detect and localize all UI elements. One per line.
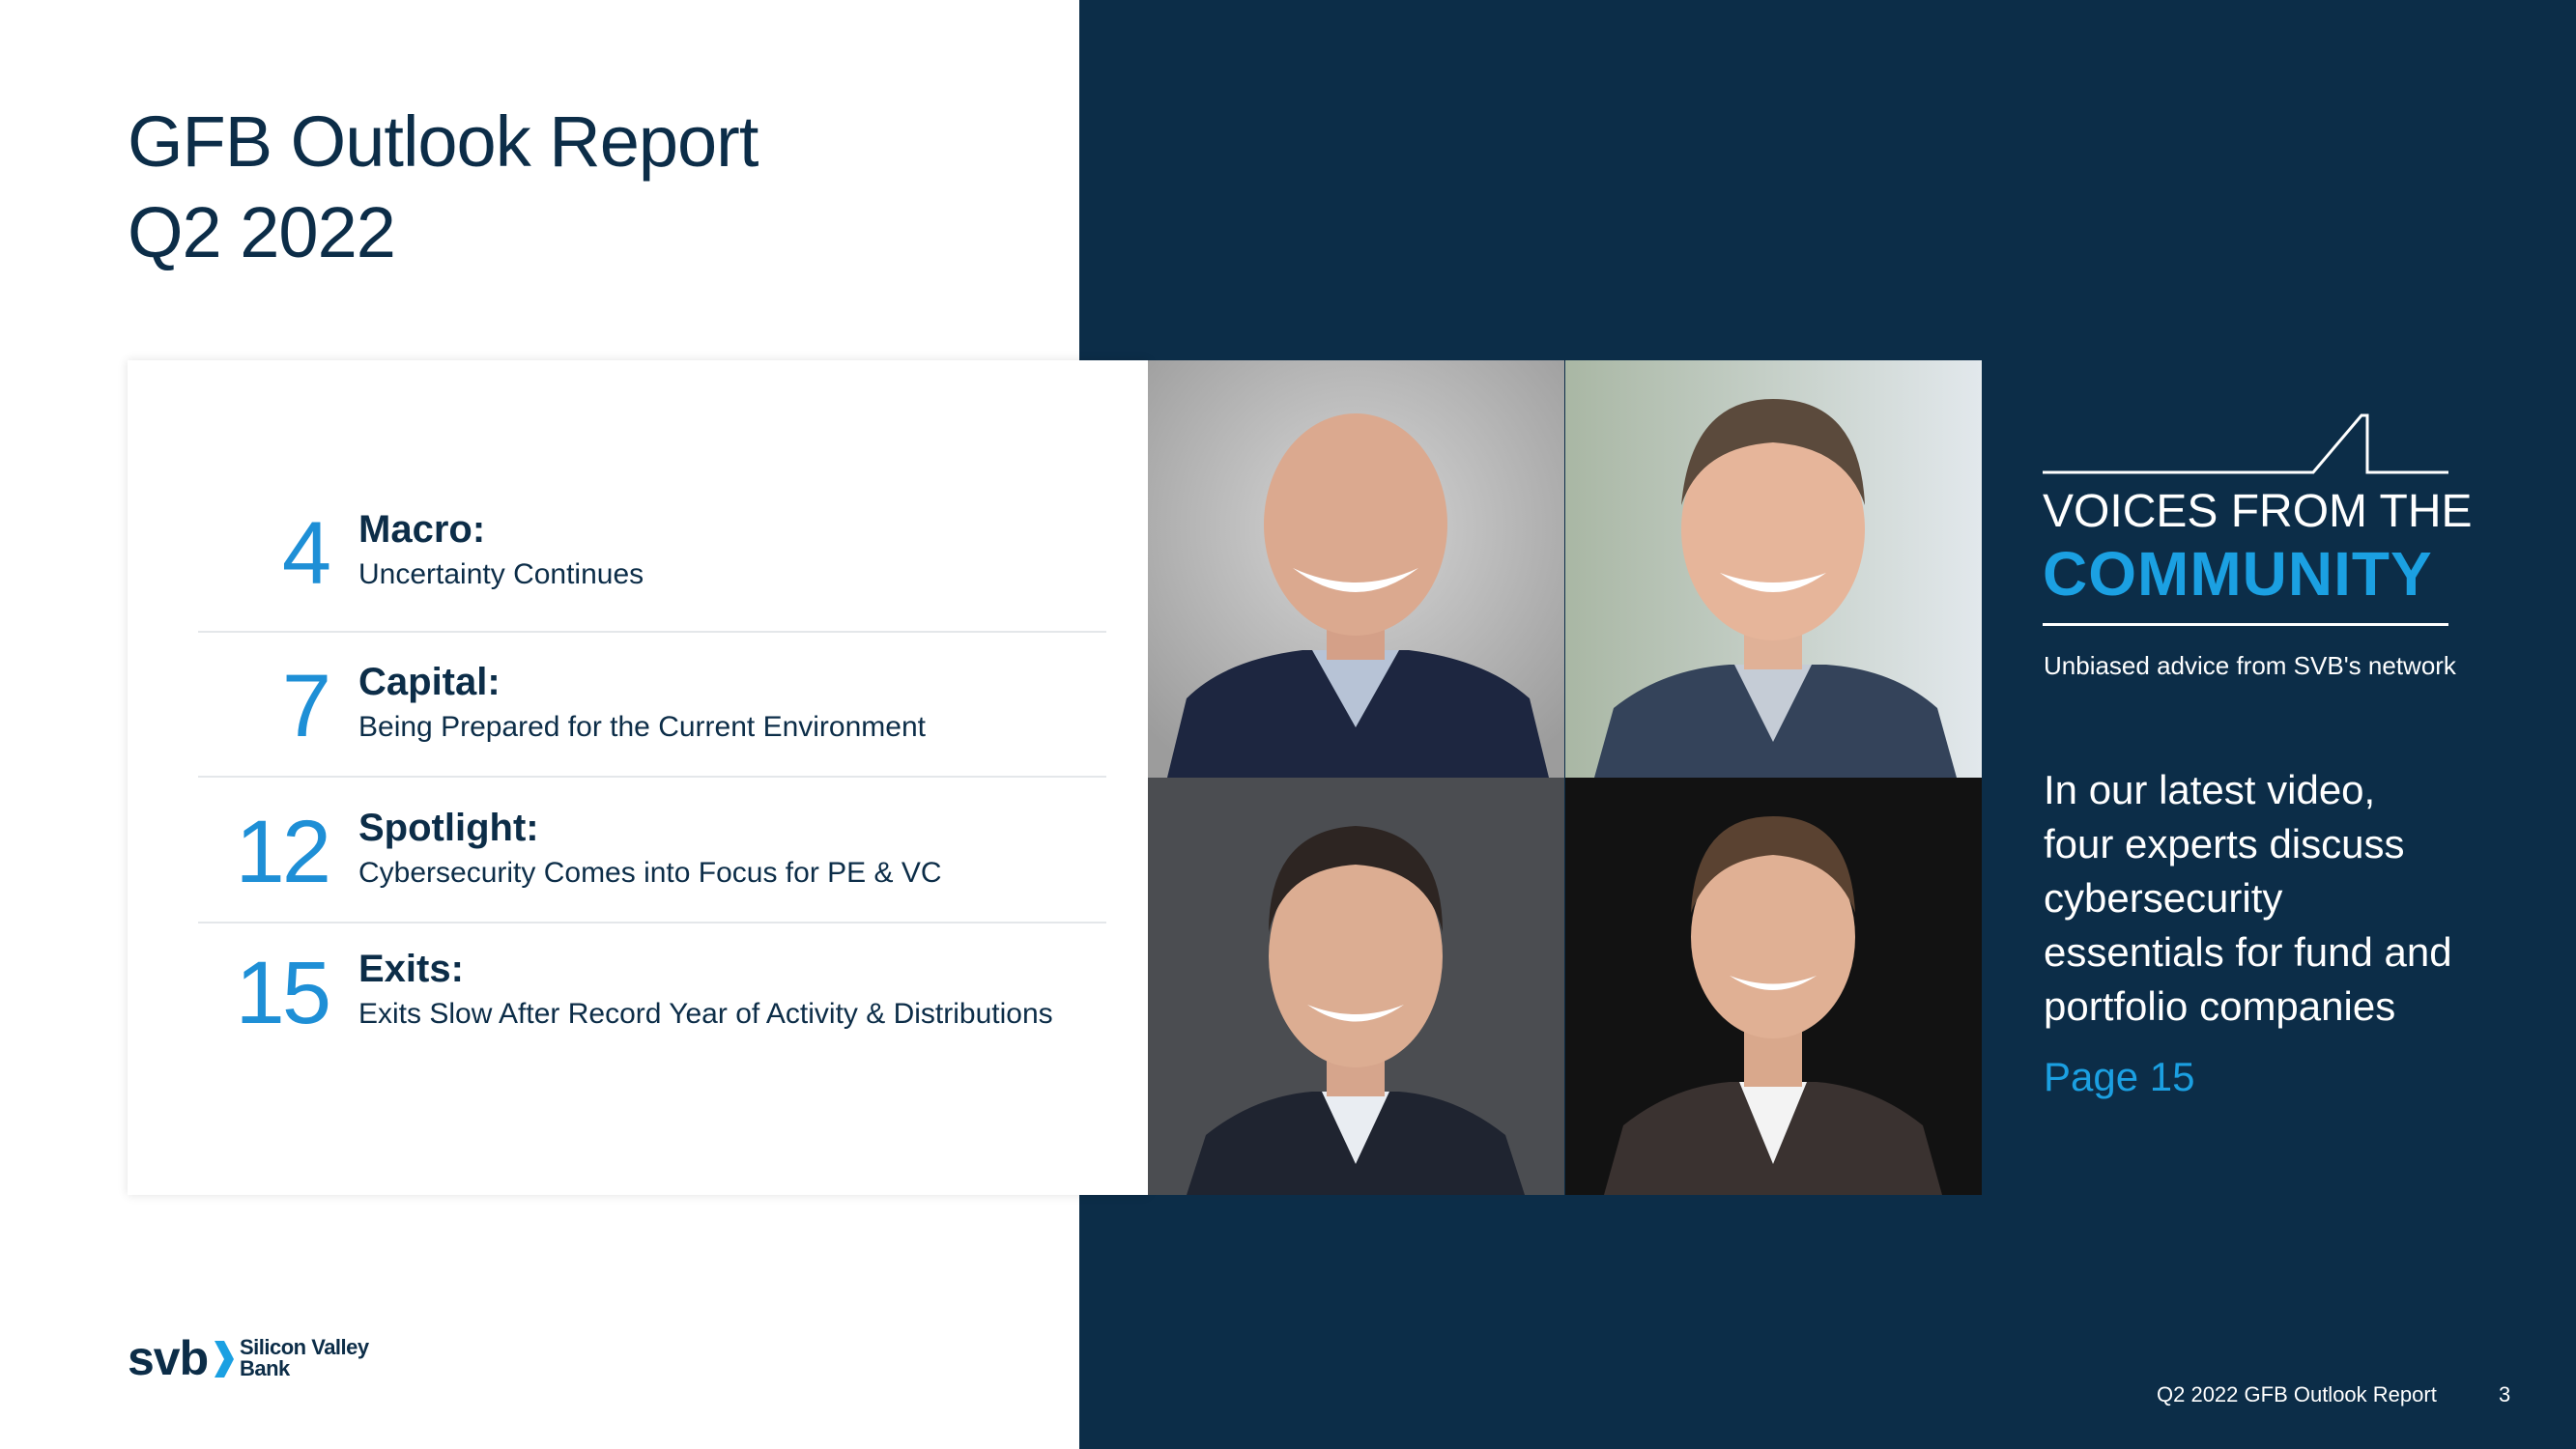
expert-photo-2	[1565, 360, 1982, 778]
toc-divider	[198, 631, 1106, 633]
toc-subtitle: Uncertainty Continues	[358, 558, 644, 590]
toc-heading: Capital:	[358, 661, 501, 703]
blurb-line: In our latest video,	[2044, 767, 2376, 812]
toc-subtitle: Exits Slow After Record Year of Activity…	[358, 998, 1053, 1030]
table-of-contents: 4 Macro: Uncertainty Continues 7 Capital…	[128, 360, 1148, 1195]
community-title: COMMUNITY	[2043, 539, 2433, 609]
blurb-line: four experts discuss	[2044, 821, 2405, 867]
expert-photo-grid	[1148, 360, 1982, 1195]
toc-page-number: 7	[281, 657, 331, 755]
brand-name-line-1: Silicon Valley	[240, 1335, 369, 1359]
mountain-line-icon	[2043, 413, 2448, 474]
blurb-line: portfolio companies	[2044, 983, 2396, 1029]
footer-page-number: 3	[2499, 1382, 2511, 1406]
toc-heading: Spotlight:	[358, 807, 539, 849]
page-15-link[interactable]: Page 15	[2044, 1054, 2195, 1099]
toc-subtitle: Cybersecurity Comes into Focus for PE & …	[358, 857, 942, 889]
expert-photo-1	[1148, 360, 1564, 778]
brand-name-line-2: Bank	[240, 1356, 290, 1380]
toc-heading: Exits:	[358, 948, 464, 990]
blurb-line: essentials for fund and	[2044, 929, 2452, 975]
voices-title: VOICES FROM THE	[2043, 486, 2473, 537]
expert-photo-3	[1148, 778, 1564, 1195]
page-title: GFB Outlook Report Q2 2022	[128, 97, 758, 278]
brand-wordmark: svb	[128, 1331, 209, 1385]
expert-photo-4	[1565, 778, 1982, 1195]
brand-name: Silicon Valley Bank	[240, 1337, 369, 1379]
toc-page-number: 12	[235, 803, 331, 901]
feature-tagline: Unbiased advice from SVB's network	[2044, 651, 2456, 680]
toc-page-number: 15	[235, 944, 331, 1042]
toc-page-number: 4	[281, 504, 331, 603]
toc-subtitle: Being Prepared for the Current Environme…	[358, 711, 926, 743]
footer-report-name: Q2 2022 GFB Outlook Report	[2157, 1382, 2437, 1406]
blurb-line: cybersecurity	[2044, 875, 2283, 921]
toc-divider	[198, 922, 1106, 923]
title-line-1: GFB Outlook Report	[128, 101, 758, 182]
voices-divider	[2043, 623, 2448, 626]
feature-blurb: In our latest video, four experts discus…	[2044, 763, 2527, 1034]
toc-divider	[198, 776, 1106, 778]
chevron-right-icon	[215, 1341, 234, 1378]
title-line-2: Q2 2022	[128, 192, 396, 272]
toc-heading: Macro:	[358, 508, 486, 551]
